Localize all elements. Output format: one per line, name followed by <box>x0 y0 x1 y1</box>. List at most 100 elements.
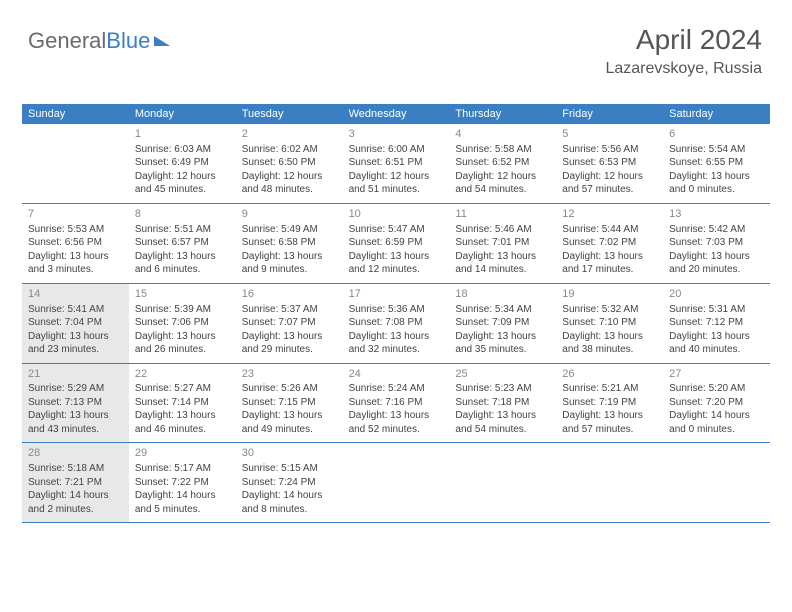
sunset-text: Sunset: 6:56 PM <box>28 236 123 250</box>
sunrise-text: Sunrise: 5:51 AM <box>135 223 230 237</box>
daylight1-text: Daylight: 13 hours <box>349 250 444 264</box>
daylight1-text: Daylight: 13 hours <box>28 330 123 344</box>
day-number: 14 <box>28 287 123 302</box>
calendar-cell <box>449 443 556 522</box>
sunrise-text: Sunrise: 5:39 AM <box>135 303 230 317</box>
day-number: 7 <box>28 207 123 222</box>
calendar-cell: 18Sunrise: 5:34 AMSunset: 7:09 PMDayligh… <box>449 284 556 363</box>
sunrise-text: Sunrise: 5:41 AM <box>28 303 123 317</box>
calendar-cell: 7Sunrise: 5:53 AMSunset: 6:56 PMDaylight… <box>22 204 129 283</box>
sunrise-text: Sunrise: 5:20 AM <box>669 382 764 396</box>
daylight1-text: Daylight: 13 hours <box>669 330 764 344</box>
day-header-thursday: Thursday <box>449 104 556 124</box>
day-number: 30 <box>242 446 337 461</box>
sunrise-text: Sunrise: 5:24 AM <box>349 382 444 396</box>
logo-text-blue: Blue <box>106 28 150 54</box>
daylight2-text: and 49 minutes. <box>242 423 337 437</box>
calendar-cell: 4Sunrise: 5:58 AMSunset: 6:52 PMDaylight… <box>449 124 556 203</box>
daylight2-text: and 23 minutes. <box>28 343 123 357</box>
calendar-cell: 22Sunrise: 5:27 AMSunset: 7:14 PMDayligh… <box>129 364 236 443</box>
calendar-cell: 27Sunrise: 5:20 AMSunset: 7:20 PMDayligh… <box>663 364 770 443</box>
sunset-text: Sunset: 6:50 PM <box>242 156 337 170</box>
logo-text-general: General <box>28 28 106 54</box>
daylight1-text: Daylight: 13 hours <box>562 330 657 344</box>
calendar-cell: 12Sunrise: 5:44 AMSunset: 7:02 PMDayligh… <box>556 204 663 283</box>
sunset-text: Sunset: 7:16 PM <box>349 396 444 410</box>
calendar-day-header: Sunday Monday Tuesday Wednesday Thursday… <box>22 104 770 124</box>
calendar-cell <box>663 443 770 522</box>
day-number: 26 <box>562 367 657 382</box>
daylight2-text: and 57 minutes. <box>562 423 657 437</box>
day-number: 19 <box>562 287 657 302</box>
daylight2-text: and 57 minutes. <box>562 183 657 197</box>
sunrise-text: Sunrise: 5:29 AM <box>28 382 123 396</box>
day-number: 15 <box>135 287 230 302</box>
sunrise-text: Sunrise: 6:03 AM <box>135 143 230 157</box>
calendar-cell: 10Sunrise: 5:47 AMSunset: 6:59 PMDayligh… <box>343 204 450 283</box>
location-label: Lazarevskoye, Russia <box>605 60 762 78</box>
sunset-text: Sunset: 6:55 PM <box>669 156 764 170</box>
daylight1-text: Daylight: 13 hours <box>242 330 337 344</box>
day-number: 6 <box>669 127 764 142</box>
daylight2-text: and 0 minutes. <box>669 183 764 197</box>
day-number: 28 <box>28 446 123 461</box>
calendar-cell: 24Sunrise: 5:24 AMSunset: 7:16 PMDayligh… <box>343 364 450 443</box>
sunrise-text: Sunrise: 5:44 AM <box>562 223 657 237</box>
calendar-week: 21Sunrise: 5:29 AMSunset: 7:13 PMDayligh… <box>22 364 770 444</box>
sunset-text: Sunset: 7:19 PM <box>562 396 657 410</box>
daylight2-text: and 35 minutes. <box>455 343 550 357</box>
sunset-text: Sunset: 6:53 PM <box>562 156 657 170</box>
daylight1-text: Daylight: 13 hours <box>562 409 657 423</box>
daylight1-text: Daylight: 13 hours <box>455 250 550 264</box>
daylight2-text: and 38 minutes. <box>562 343 657 357</box>
day-number: 23 <box>242 367 337 382</box>
calendar-cell: 20Sunrise: 5:31 AMSunset: 7:12 PMDayligh… <box>663 284 770 363</box>
calendar-week: 28Sunrise: 5:18 AMSunset: 7:21 PMDayligh… <box>22 443 770 523</box>
day-number: 16 <box>242 287 337 302</box>
day-number: 27 <box>669 367 764 382</box>
sunrise-text: Sunrise: 5:21 AM <box>562 382 657 396</box>
sunrise-text: Sunrise: 5:17 AM <box>135 462 230 476</box>
day-number: 4 <box>455 127 550 142</box>
calendar-cell: 11Sunrise: 5:46 AMSunset: 7:01 PMDayligh… <box>449 204 556 283</box>
daylight1-text: Daylight: 13 hours <box>135 330 230 344</box>
calendar-cell: 28Sunrise: 5:18 AMSunset: 7:21 PMDayligh… <box>22 443 129 522</box>
daylight2-text: and 54 minutes. <box>455 423 550 437</box>
sunrise-text: Sunrise: 5:27 AM <box>135 382 230 396</box>
sunrise-text: Sunrise: 5:15 AM <box>242 462 337 476</box>
day-header-wednesday: Wednesday <box>343 104 450 124</box>
daylight2-text: and 32 minutes. <box>349 343 444 357</box>
day-header-monday: Monday <box>129 104 236 124</box>
daylight2-text: and 6 minutes. <box>135 263 230 277</box>
calendar-week: 7Sunrise: 5:53 AMSunset: 6:56 PMDaylight… <box>22 204 770 284</box>
daylight2-text: and 48 minutes. <box>242 183 337 197</box>
day-number: 1 <box>135 127 230 142</box>
day-number: 18 <box>455 287 550 302</box>
sunset-text: Sunset: 7:04 PM <box>28 316 123 330</box>
day-header-sunday: Sunday <box>22 104 129 124</box>
day-number: 13 <box>669 207 764 222</box>
calendar-cell: 6Sunrise: 5:54 AMSunset: 6:55 PMDaylight… <box>663 124 770 203</box>
calendar-cell: 14Sunrise: 5:41 AMSunset: 7:04 PMDayligh… <box>22 284 129 363</box>
sunset-text: Sunset: 7:06 PM <box>135 316 230 330</box>
sunset-text: Sunset: 6:59 PM <box>349 236 444 250</box>
daylight2-text: and 9 minutes. <box>242 263 337 277</box>
sunrise-text: Sunrise: 5:47 AM <box>349 223 444 237</box>
sunrise-text: Sunrise: 6:00 AM <box>349 143 444 157</box>
sunset-text: Sunset: 7:13 PM <box>28 396 123 410</box>
day-number: 20 <box>669 287 764 302</box>
daylight2-text: and 46 minutes. <box>135 423 230 437</box>
day-number: 25 <box>455 367 550 382</box>
day-number: 2 <box>242 127 337 142</box>
daylight2-text: and 52 minutes. <box>349 423 444 437</box>
daylight2-text: and 17 minutes. <box>562 263 657 277</box>
daylight2-text: and 40 minutes. <box>669 343 764 357</box>
header: April 2024 Lazarevskoye, Russia <box>605 24 762 78</box>
daylight2-text: and 12 minutes. <box>349 263 444 277</box>
daylight1-text: Daylight: 13 hours <box>349 409 444 423</box>
calendar-cell: 13Sunrise: 5:42 AMSunset: 7:03 PMDayligh… <box>663 204 770 283</box>
daylight1-text: Daylight: 13 hours <box>135 409 230 423</box>
day-number: 17 <box>349 287 444 302</box>
calendar-cell <box>343 443 450 522</box>
daylight2-text: and 3 minutes. <box>28 263 123 277</box>
